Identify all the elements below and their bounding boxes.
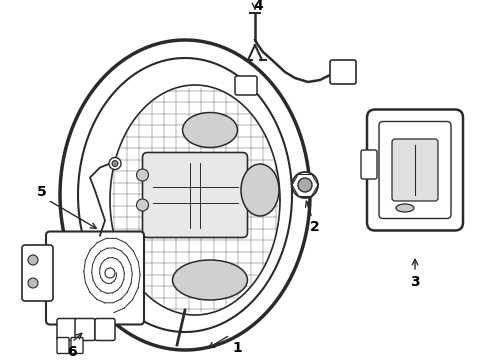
FancyBboxPatch shape (57, 319, 77, 341)
Circle shape (28, 278, 38, 288)
FancyBboxPatch shape (22, 245, 53, 301)
Text: 1: 1 (232, 341, 242, 355)
FancyBboxPatch shape (379, 122, 451, 219)
Circle shape (28, 255, 38, 265)
Circle shape (292, 172, 318, 198)
FancyBboxPatch shape (75, 319, 95, 341)
Ellipse shape (182, 112, 238, 148)
Circle shape (105, 268, 115, 278)
Circle shape (137, 199, 148, 211)
Circle shape (137, 169, 148, 181)
Text: 4: 4 (253, 0, 263, 13)
Circle shape (109, 158, 121, 170)
FancyBboxPatch shape (95, 319, 115, 341)
FancyBboxPatch shape (361, 150, 377, 179)
Circle shape (112, 161, 118, 166)
Ellipse shape (241, 164, 279, 216)
Ellipse shape (396, 204, 414, 212)
Ellipse shape (172, 260, 247, 300)
FancyBboxPatch shape (71, 338, 83, 354)
Text: 5: 5 (37, 185, 47, 199)
FancyBboxPatch shape (330, 60, 356, 84)
Circle shape (298, 178, 312, 192)
Text: 3: 3 (410, 275, 420, 289)
FancyBboxPatch shape (392, 139, 438, 201)
FancyBboxPatch shape (235, 76, 257, 95)
FancyBboxPatch shape (57, 338, 69, 354)
FancyBboxPatch shape (367, 109, 463, 230)
FancyBboxPatch shape (143, 153, 247, 238)
Text: 6: 6 (67, 345, 77, 359)
Text: 2: 2 (310, 220, 320, 234)
FancyBboxPatch shape (46, 231, 144, 324)
